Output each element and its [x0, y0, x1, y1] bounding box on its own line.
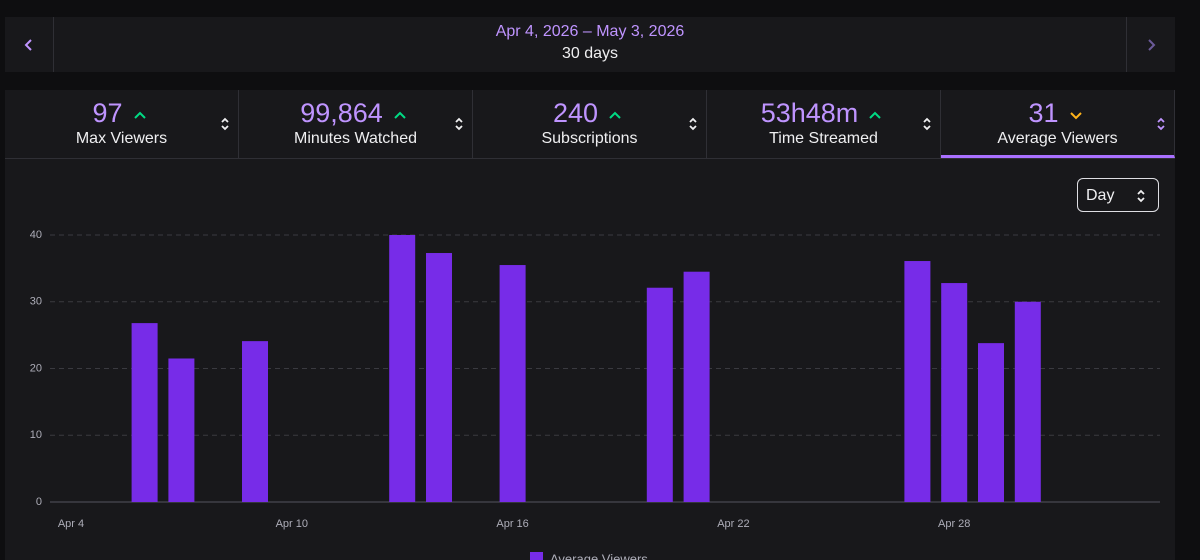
date-bar: Apr 4, 2026 – May 3, 2026 30 days [5, 17, 1175, 72]
stat-number: 240 [552, 98, 599, 128]
bar [904, 261, 931, 502]
stat-number: 97 [92, 98, 123, 128]
interval-label: Day [1086, 187, 1115, 204]
sort-arrows [923, 117, 931, 131]
bar [389, 235, 416, 502]
y-tick-label: 0 [36, 496, 42, 508]
trend-arrow [609, 111, 621, 119]
x-tick-label: Apr 16 [496, 518, 528, 530]
stat-value: 97 [5, 98, 238, 129]
sort-arrows [455, 117, 463, 131]
bar [168, 358, 195, 502]
stat-label: Max Viewers [75, 130, 168, 147]
interval-select[interactable]: Day [1077, 178, 1159, 212]
sort-icon [221, 117, 229, 131]
sort-arrows [221, 117, 229, 131]
stat-tab[interactable]: 97 Max Viewers [5, 90, 239, 158]
bar [426, 253, 452, 502]
trend-arrow [869, 111, 881, 119]
sort-icon [1157, 117, 1165, 131]
sort-icon [689, 117, 697, 131]
stat-value: 31 [941, 98, 1174, 129]
bar [131, 323, 158, 502]
bar [941, 283, 968, 502]
stat-value: 53h48m [707, 98, 940, 129]
stat-number: 99,864 [300, 98, 383, 128]
stat-tab[interactable]: 53h48m Time Streamed [707, 90, 941, 158]
bar [683, 271, 710, 502]
trend-arrow [133, 111, 146, 119]
trend-icon [1069, 112, 1082, 120]
y-tick-label: 40 [30, 229, 42, 241]
stat-tab[interactable]: 99,864 Minutes Watched [239, 90, 473, 158]
legend-label: Average Viewers [550, 551, 648, 560]
legend-swatch [530, 552, 543, 560]
trend-icon [394, 111, 406, 119]
bar [646, 287, 673, 502]
trend-icon [609, 111, 621, 119]
stat-tabs: 97 Max Viewers 99,864 Minutes Watched 240 Sub… [5, 90, 1175, 159]
stat-number: 53h48m [760, 98, 859, 128]
trend-arrow [394, 111, 406, 119]
x-tick-label: Apr 10 [276, 518, 308, 530]
stat-label: Minutes Watched [293, 130, 417, 147]
trend-icon [133, 111, 146, 119]
sort-icon [455, 117, 463, 131]
sort-icon [923, 117, 931, 131]
sort-arrows [689, 117, 697, 131]
stat-value: 99,864 [239, 98, 472, 129]
x-tick-label: Apr 4 [58, 518, 84, 530]
duration: 30 days [561, 45, 619, 62]
next-button[interactable] [1126, 17, 1175, 72]
stat-value: 240 [473, 98, 706, 129]
sort-arrows [1157, 117, 1165, 131]
stat-label: Subscriptions [541, 130, 638, 147]
y-tick-label: 30 [30, 296, 42, 308]
y-tick-label: 20 [30, 362, 42, 374]
date-range: Apr 4, 2026 – May 3, 2026 [495, 23, 685, 40]
trend-icon [869, 111, 881, 119]
y-tick-label: 10 [30, 429, 42, 441]
bar [242, 341, 268, 502]
prev-button[interactable] [5, 17, 54, 72]
stat-label: Average Viewers [997, 130, 1118, 147]
trend-arrow [1069, 112, 1082, 120]
stat-number: 31 [1028, 98, 1059, 128]
bar [1014, 301, 1041, 502]
stat-tab[interactable]: 240 Subscriptions [473, 90, 707, 158]
stat-label: Time Streamed [769, 130, 878, 147]
bar [978, 343, 1004, 502]
bar [499, 265, 526, 502]
x-tick-label: Apr 28 [938, 518, 970, 530]
x-tick-label: Apr 22 [717, 518, 749, 530]
stat-tab[interactable]: 31 Average Viewers [941, 90, 1175, 158]
